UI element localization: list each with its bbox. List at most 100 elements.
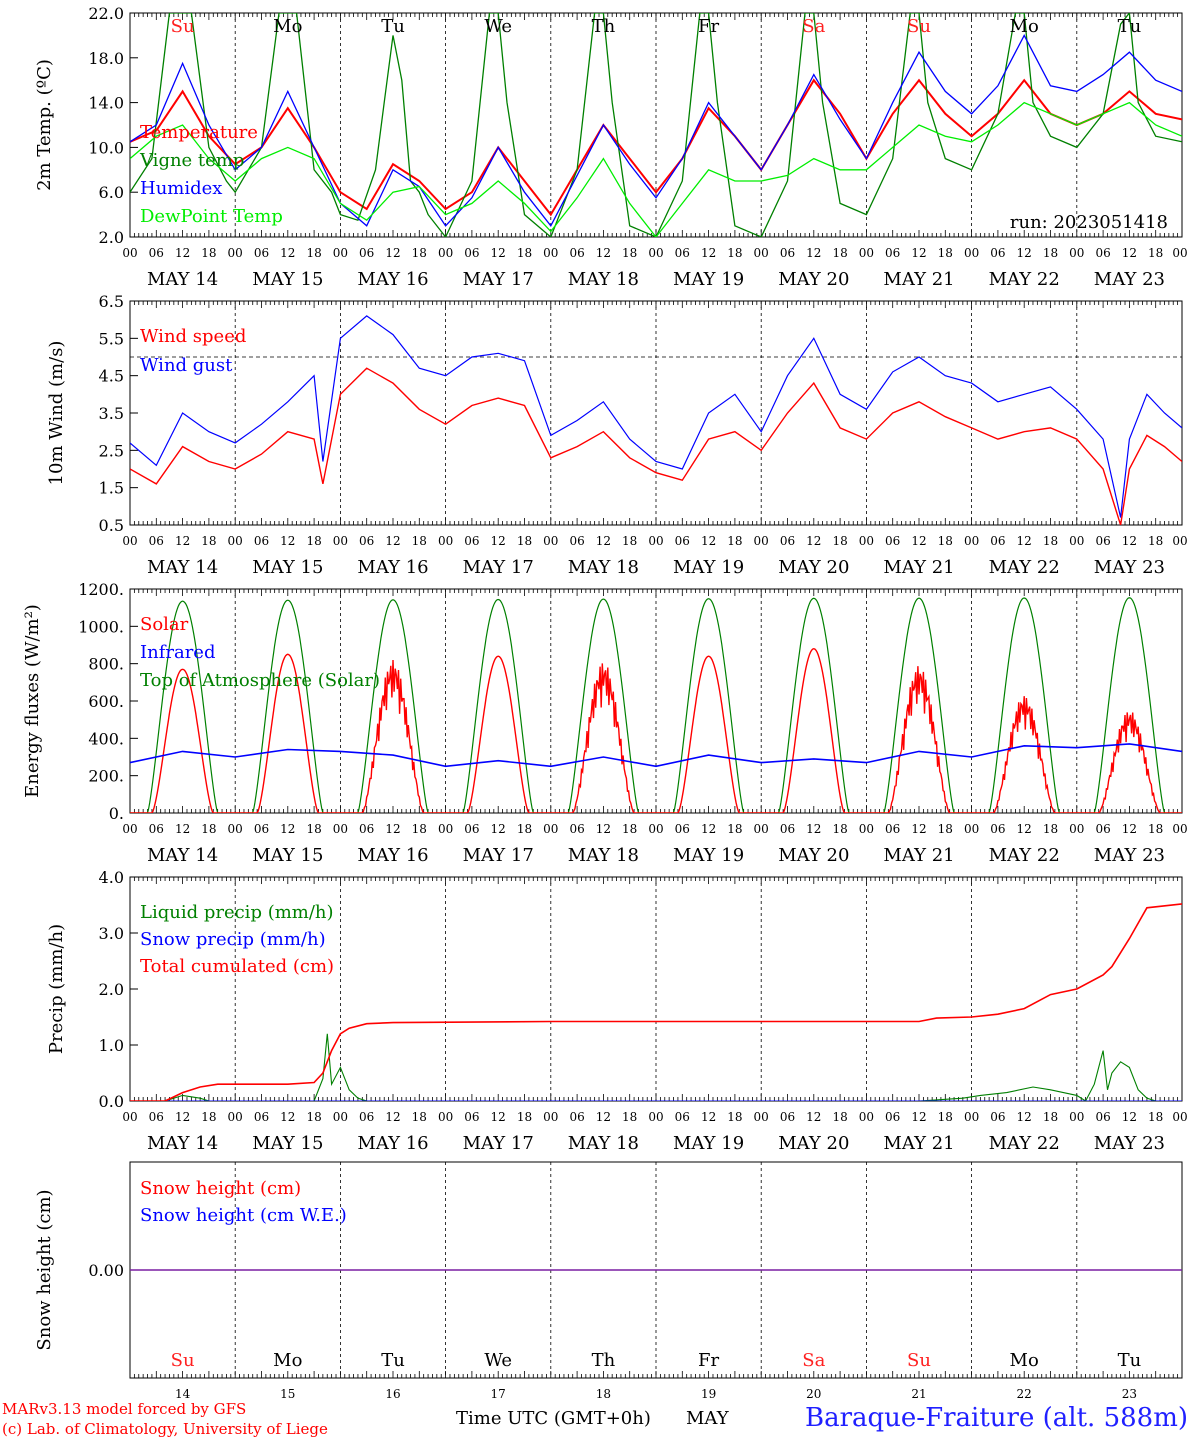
- date-label: MAY 22: [989, 269, 1060, 290]
- hour-ticks: [129, 877, 1183, 1101]
- y-tick-label: 2.0: [99, 980, 124, 999]
- date-label: MAY 23: [1094, 269, 1165, 290]
- day-name: Sa: [802, 1350, 825, 1371]
- day-name: Su: [171, 16, 195, 37]
- hour-tick-label: 00: [543, 534, 558, 548]
- hour-tick-label: 06: [1095, 1110, 1110, 1124]
- date-label: MAY 23: [1094, 845, 1165, 866]
- hour-tick-label: 12: [596, 822, 611, 836]
- y-tick-label: 4.0: [99, 868, 124, 887]
- hour-tick-label: 06: [254, 1110, 269, 1124]
- hour-tick-label: 18: [938, 1110, 953, 1124]
- hour-tick-label: 06: [990, 822, 1005, 836]
- hour-tick-label: 18: [938, 822, 953, 836]
- hour-tick-label: 12: [806, 822, 821, 836]
- y-tick-label: 0.0: [99, 1092, 124, 1111]
- hour-tick-label: 00: [543, 246, 558, 260]
- hour-tick-label: 06: [149, 822, 164, 836]
- date-label: MAY 22: [989, 557, 1060, 578]
- day-name: Th: [592, 1350, 616, 1371]
- day-name: Fr: [698, 1350, 719, 1371]
- dewpoint-line: [130, 101, 1182, 237]
- hour-tick-label: 18: [306, 1110, 321, 1124]
- hour-tick-label: 12: [385, 822, 400, 836]
- date-label: MAY 16: [357, 557, 428, 578]
- hour-tick-label: 06: [990, 534, 1005, 548]
- y-tick-label: 4.5: [99, 367, 124, 386]
- hour-tick-label: 00: [122, 534, 137, 548]
- hour-tick-label: 18: [938, 246, 953, 260]
- date-label: MAY 19: [673, 269, 744, 290]
- y-tick-label: 6.5: [99, 292, 124, 311]
- hour-tick-label: 00: [543, 1110, 558, 1124]
- y-tick-label: 400.: [88, 729, 124, 748]
- hour-tick-label: 12: [491, 246, 506, 260]
- hour-tick-label: 18: [727, 822, 742, 836]
- panel-3: 00 06 12 18 MAY 14 00 06 12 18 MAY 15 00 06 12 18 MAY …: [22, 580, 1188, 866]
- date-label: MAY 21: [883, 845, 954, 866]
- hour-tick-label: 06: [885, 246, 900, 260]
- hour-tick-label: 00: [333, 246, 348, 260]
- hour-tick-label: 00: [438, 246, 453, 260]
- legend-entry: Infrared: [140, 642, 215, 663]
- hour-tick-label: 18: [517, 534, 532, 548]
- hour-tick-label: 06: [569, 534, 584, 548]
- hour-tick-label: 18: [412, 246, 427, 260]
- y-tick-label: 18.0: [88, 49, 124, 68]
- hour-tick-label: 18: [622, 246, 637, 260]
- day-number: 17: [491, 1387, 506, 1401]
- x-axis-month: MAY: [686, 1408, 730, 1429]
- hour-tick-label: 18: [1043, 246, 1058, 260]
- hour-tick-label: 12: [1017, 1110, 1032, 1124]
- hour-tick-label: 18: [832, 1110, 847, 1124]
- legend-entry: Solar: [140, 614, 189, 635]
- hour-tick-label: 06: [675, 246, 690, 260]
- hour-tick-label: 12: [911, 1110, 926, 1124]
- hour-tick-label: 06: [359, 1110, 374, 1124]
- hour-tick-label: 00: [648, 1110, 663, 1124]
- y-tick-label: 1000.: [78, 617, 124, 636]
- hour-tick-label: 06: [149, 1110, 164, 1124]
- hour-tick-label: 00: [1172, 246, 1187, 260]
- day-name: Su: [907, 16, 931, 37]
- hour-tick-label: 18: [1043, 534, 1058, 548]
- hour-tick-label: 06: [780, 534, 795, 548]
- hour-tick-label: 12: [596, 246, 611, 260]
- y-tick-label: 22.0: [88, 4, 124, 23]
- hour-tick-label: 18: [1043, 822, 1058, 836]
- hour-tick-label: 00: [648, 822, 663, 836]
- hour-tick-label: 18: [201, 822, 216, 836]
- hour-tick-label: 00: [964, 534, 979, 548]
- date-label: MAY 19: [673, 1133, 744, 1154]
- hour-tick-label: 00: [964, 1110, 979, 1124]
- y-axis-label: Snow height (cm): [34, 1189, 55, 1350]
- date-label: MAY 14: [147, 269, 218, 290]
- hour-tick-label: 06: [780, 1110, 795, 1124]
- infrared-line: [130, 743, 1182, 768]
- hour-tick-label: 18: [938, 534, 953, 548]
- hour-tick-label: 12: [491, 534, 506, 548]
- hour-ticks: [129, 589, 1183, 813]
- hour-tick-label: 06: [675, 822, 690, 836]
- date-label: MAY 15: [252, 845, 323, 866]
- y-tick-label: 10.0: [88, 138, 124, 157]
- station-name: Baraque-Fraiture (alt. 588m): [805, 1403, 1188, 1433]
- legend-entry: Wind gust: [140, 355, 233, 376]
- hour-tick-label: 06: [464, 246, 479, 260]
- hour-tick-label: 18: [832, 246, 847, 260]
- date-label: MAY 17: [463, 557, 534, 578]
- hour-tick-label: 00: [1069, 1110, 1084, 1124]
- hour-tick-label: 00: [122, 246, 137, 260]
- day-number: 16: [385, 1387, 400, 1401]
- top-of-atmosphere-line: [130, 597, 1182, 813]
- hour-tick-label: 12: [1122, 534, 1137, 548]
- wind-gust-line: [130, 315, 1182, 518]
- hour-tick-label: 18: [622, 534, 637, 548]
- date-label: MAY 20: [778, 845, 849, 866]
- panel-4: 00 06 12 18 MAY 14 00 06 12 18 MAY 15 00 06 12 18 MAY …: [46, 868, 1188, 1154]
- date-label: MAY 18: [568, 557, 639, 578]
- hour-tick-label: 18: [1148, 822, 1163, 836]
- hour-tick-label: 00: [859, 246, 874, 260]
- hour-tick-label: 00: [754, 1110, 769, 1124]
- legend-entry: Total cumulated (cm): [140, 956, 334, 977]
